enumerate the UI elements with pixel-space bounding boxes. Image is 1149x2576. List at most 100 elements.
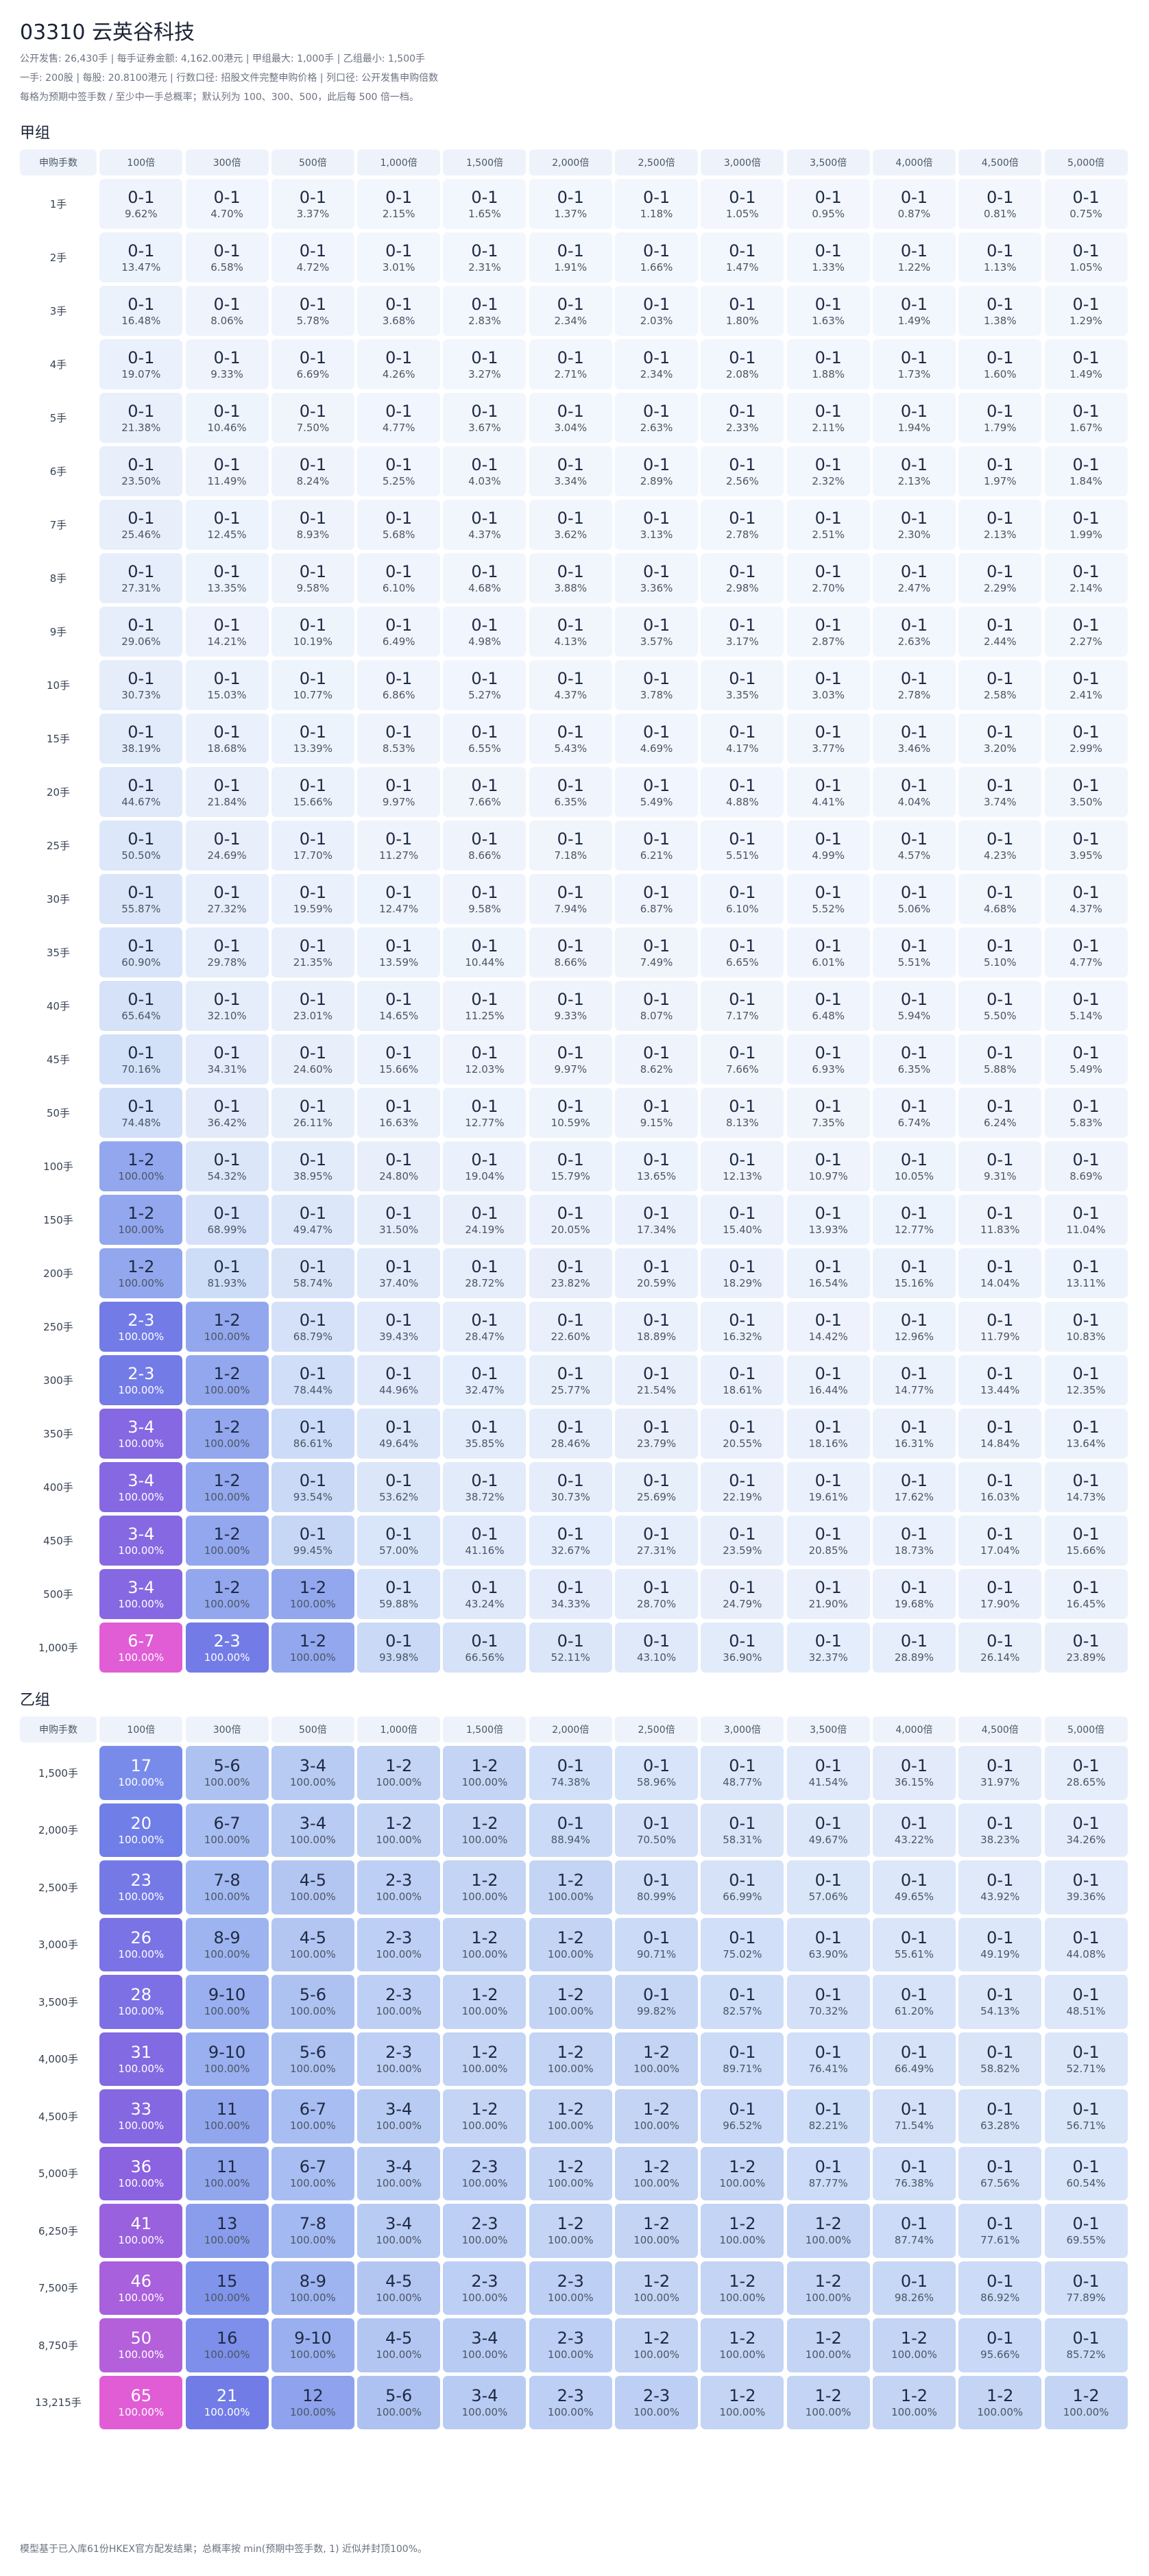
lots: 1-2 bbox=[128, 1150, 155, 1169]
lots: 0-1 bbox=[557, 989, 584, 1009]
lots: 0-1 bbox=[471, 615, 498, 635]
cell: 0-1 20.85% bbox=[786, 1516, 870, 1566]
probability: 60.90% bbox=[121, 956, 161, 969]
cell: 0-1 5.14% bbox=[1044, 981, 1128, 1031]
lots: 1-2 bbox=[642, 2042, 670, 2062]
cell: 5-6 100.00% bbox=[357, 2375, 441, 2429]
lots: 0-1 bbox=[814, 936, 842, 956]
cell: 0-1 31.50% bbox=[357, 1195, 441, 1245]
cell: 0-1 77.89% bbox=[1044, 2261, 1128, 2315]
probability: 3.03% bbox=[812, 688, 845, 701]
lots: 0-1 bbox=[900, 882, 928, 902]
cell: 0-1 3.77% bbox=[786, 714, 870, 764]
probability: 20.05% bbox=[551, 1223, 590, 1236]
lots: 0-1 bbox=[987, 1470, 1014, 1490]
lots: 0-1 bbox=[987, 187, 1014, 207]
probability: 100.00% bbox=[547, 2062, 594, 2075]
cell: 0-1 2.83% bbox=[443, 286, 527, 336]
lots: 0-1 bbox=[1072, 1470, 1100, 1490]
lots: 1-2 bbox=[471, 1928, 498, 1947]
cell: 0-1 1.13% bbox=[958, 232, 1042, 282]
lots: 0-1 bbox=[471, 1150, 498, 1169]
cell: 0-1 14.73% bbox=[1044, 1462, 1128, 1512]
probability: 1.60% bbox=[983, 367, 1017, 380]
probability: 100.00% bbox=[204, 1833, 250, 1846]
lots: 33 bbox=[130, 2100, 152, 2119]
lots: 0-1 bbox=[299, 454, 326, 474]
lots: 0-1 bbox=[814, 1577, 842, 1597]
cell: 0-1 28.72% bbox=[443, 1248, 527, 1298]
lots: 0-1 bbox=[1072, 1203, 1100, 1223]
cell: 0-1 13.64% bbox=[1044, 1409, 1128, 1459]
lots: 0-1 bbox=[900, 241, 928, 260]
cell: 1-2 100.00% bbox=[99, 1141, 183, 1191]
column-header: 3,500倍 bbox=[786, 1716, 870, 1742]
cell: 8-9 100.00% bbox=[185, 1917, 269, 1971]
lots: 0-1 bbox=[213, 241, 241, 260]
probability: 100.00% bbox=[376, 2062, 422, 2075]
probability: 0.81% bbox=[983, 207, 1017, 220]
probability: 27.31% bbox=[121, 581, 161, 594]
cell: 0-1 60.54% bbox=[1044, 2146, 1128, 2200]
lots: 0-1 bbox=[128, 561, 155, 581]
probability: 3.95% bbox=[1069, 849, 1102, 862]
lots: 0-1 bbox=[642, 1524, 670, 1544]
lots: 0-1 bbox=[557, 1310, 584, 1330]
probability: 24.60% bbox=[293, 1062, 332, 1076]
lots: 1-2 bbox=[814, 2271, 842, 2291]
probability: 19.07% bbox=[121, 367, 161, 380]
probability: 100.00% bbox=[118, 1490, 165, 1503]
cell: 0-1 12.13% bbox=[701, 1141, 784, 1191]
probability: 24.69% bbox=[207, 849, 247, 862]
lots: 0-1 bbox=[814, 241, 842, 260]
lots: 0-1 bbox=[987, 2271, 1014, 2291]
cell: 0-1 43.10% bbox=[615, 1623, 699, 1673]
lots: 0-1 bbox=[1072, 1363, 1100, 1383]
probability: 100.00% bbox=[204, 2348, 250, 2361]
cell: 0-1 2.63% bbox=[615, 393, 699, 443]
cell: 0-1 1.38% bbox=[958, 286, 1042, 336]
lots: 15 bbox=[216, 2271, 238, 2291]
cell: 6-7 100.00% bbox=[271, 2089, 354, 2143]
cell: 0-1 23.50% bbox=[99, 446, 183, 496]
cell: 0-1 6.35% bbox=[529, 767, 612, 817]
lots: 0-1 bbox=[1072, 829, 1100, 849]
cell: 0-1 74.38% bbox=[529, 1746, 612, 1800]
lots: 2-3 bbox=[471, 2214, 498, 2234]
row-label: 4手 bbox=[49, 359, 67, 371]
probability: 2.27% bbox=[1069, 635, 1102, 648]
lots: 0-1 bbox=[900, 454, 928, 474]
cell: 1-2 100.00% bbox=[786, 2318, 870, 2372]
probability: 2.58% bbox=[983, 688, 1017, 701]
cell: 0-1 31.97% bbox=[958, 1746, 1042, 1800]
probability: 3.01% bbox=[382, 260, 415, 274]
probability: 58.82% bbox=[980, 2062, 1020, 2075]
probability: 1.05% bbox=[726, 207, 759, 220]
probability: 100.00% bbox=[118, 1330, 165, 1343]
cell: 11 100.00% bbox=[185, 2146, 269, 2200]
cell: 0-1 44.67% bbox=[99, 767, 183, 817]
lots: 11 bbox=[216, 2100, 238, 2119]
lots: 0-1 bbox=[557, 1150, 584, 1169]
probability: 48.51% bbox=[1066, 2005, 1106, 2018]
lots: 0-1 bbox=[471, 187, 498, 207]
cell: 0-1 6.65% bbox=[701, 927, 784, 977]
row-label: 25手 bbox=[46, 840, 71, 852]
probability: 100.00% bbox=[118, 1651, 165, 1664]
lots: 1-2 bbox=[128, 1256, 155, 1276]
lots: 0-1 bbox=[729, 348, 756, 367]
cell: 0-1 54.32% bbox=[185, 1141, 269, 1191]
cell: 50 100.00% bbox=[99, 2318, 183, 2372]
row-label: 300手 bbox=[43, 1374, 73, 1387]
cell: 0-1 1.49% bbox=[872, 286, 956, 336]
probability: 13.11% bbox=[1066, 1276, 1106, 1289]
lots: 0-1 bbox=[642, 1096, 670, 1116]
lots: 0-1 bbox=[729, 989, 756, 1009]
lots: 3-4 bbox=[385, 2156, 413, 2176]
probability: 100.00% bbox=[719, 2348, 766, 2361]
probability: 80.99% bbox=[636, 1891, 677, 1904]
probability: 11.79% bbox=[980, 1330, 1020, 1343]
probability: 1.29% bbox=[1069, 314, 1102, 327]
probability: 6.93% bbox=[812, 1062, 845, 1076]
cell: 0-1 6.55% bbox=[443, 714, 527, 764]
